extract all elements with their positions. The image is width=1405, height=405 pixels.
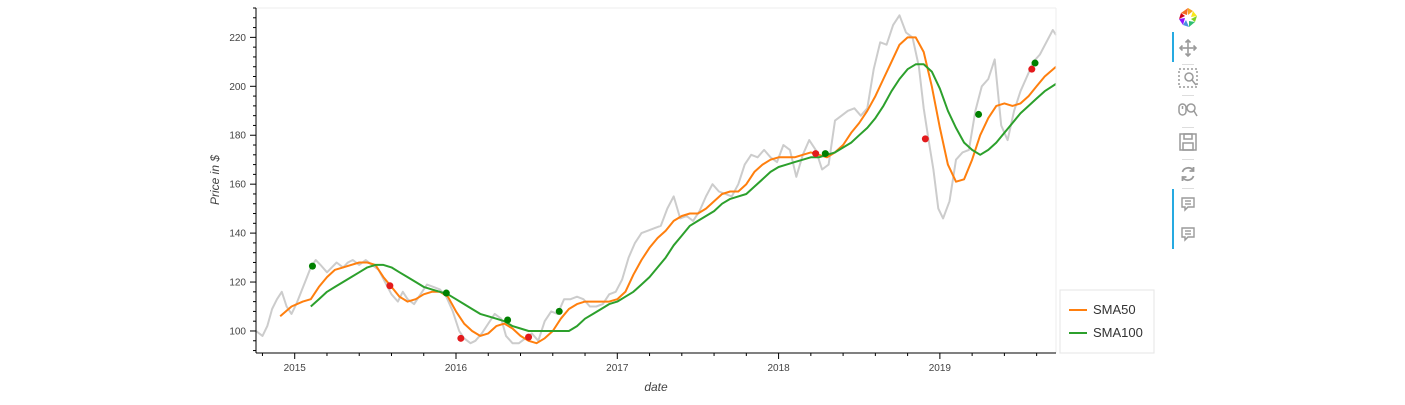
buy-signal-point <box>975 110 983 118</box>
y-tick-label: 220 <box>229 33 246 44</box>
wheel-zoom-icon[interactable] <box>1176 98 1200 122</box>
buy-signal-point <box>821 150 829 158</box>
x-tick-label: 2019 <box>929 363 952 374</box>
hover-icon[interactable] <box>1176 222 1200 246</box>
toolbar-separator <box>1182 64 1194 65</box>
pan-icon[interactable] <box>1176 36 1200 60</box>
x-tick-label: 2018 <box>767 363 790 374</box>
chart-toolbar <box>1170 4 1206 254</box>
sell-signal-point <box>1028 65 1036 73</box>
sell-signal-point <box>921 135 929 143</box>
y-tick-label: 160 <box>229 180 246 191</box>
legend-label-sma100: SMA100 <box>1093 325 1143 340</box>
active-indicator-hover <box>1172 189 1174 249</box>
toolbar-separator <box>1182 127 1194 128</box>
box-zoom-icon[interactable] <box>1176 66 1200 90</box>
y-axis-title: Price in $ <box>208 155 222 205</box>
active-indicator-pan <box>1172 32 1174 62</box>
y-tick-label: 180 <box>229 131 246 142</box>
buy-signal-point <box>308 262 316 270</box>
sell-signal-point <box>386 282 394 290</box>
x-tick-label: 2017 <box>606 363 629 374</box>
bokeh-logo-icon[interactable] <box>1176 6 1200 30</box>
legend: SMA50 SMA100 <box>1059 289 1155 354</box>
x-tick-label: 2016 <box>445 363 468 374</box>
legend-label-sma50: SMA50 <box>1093 302 1136 317</box>
y-tick-label: 120 <box>229 278 246 289</box>
sell-signal-point <box>457 334 465 342</box>
y-tick-label: 200 <box>229 82 246 93</box>
buy-signal-point <box>555 307 563 315</box>
sell-signal-point <box>812 150 820 158</box>
y-tick-label: 100 <box>229 326 246 337</box>
sell-signal-point <box>525 333 533 341</box>
plot-background <box>256 8 1056 353</box>
reset-icon[interactable] <box>1176 162 1200 186</box>
series-line-sma50 <box>279 36 1057 345</box>
series-line-sma100 <box>310 63 1057 332</box>
toolbar-separator <box>1182 159 1194 160</box>
buy-signal-point <box>504 316 512 324</box>
legend-box <box>1059 289 1155 354</box>
buy-signal-point <box>442 289 450 297</box>
toolbar-separator <box>1182 188 1194 189</box>
y-tick-label: 140 <box>229 229 246 240</box>
plot-content <box>255 14 1057 345</box>
x-tick-label: 2015 <box>284 363 307 374</box>
save-icon[interactable] <box>1176 130 1200 154</box>
toolbar-separator <box>1182 95 1194 96</box>
axes: 100 120 140 160 180 200 220 2015 2016 2017 2018 201… <box>229 7 1056 374</box>
hover-icon[interactable] <box>1176 192 1200 216</box>
x-axis-title: date <box>644 380 668 394</box>
buy-signal-point <box>1031 59 1039 67</box>
